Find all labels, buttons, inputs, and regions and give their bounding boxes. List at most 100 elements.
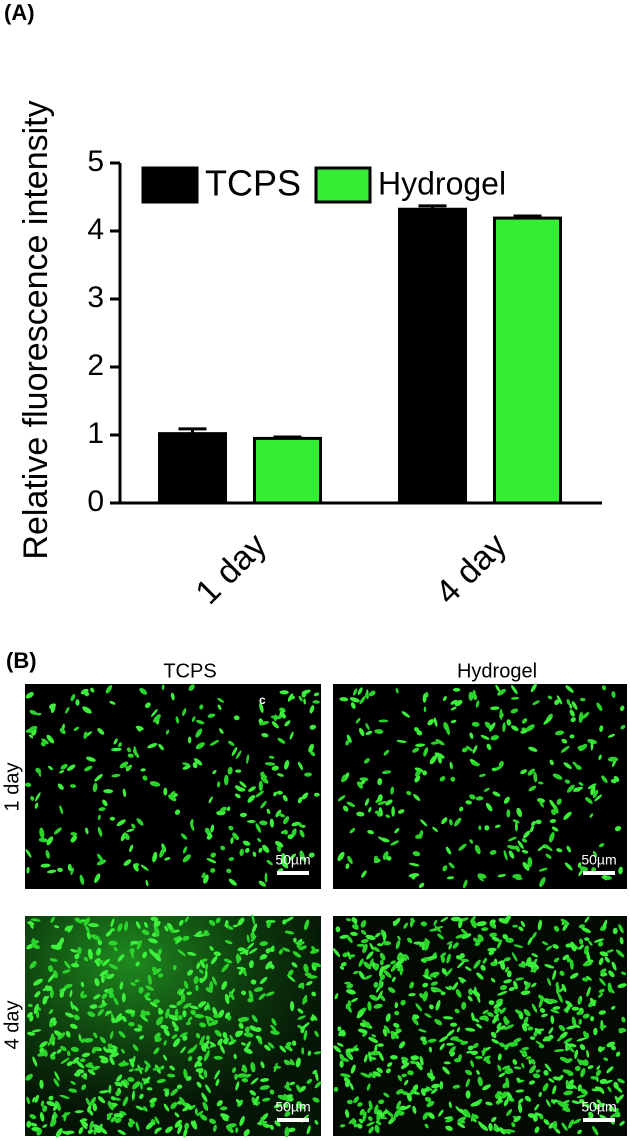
micrograph: 50µm: [25, 914, 322, 1138]
cell: [259, 976, 268, 985]
cell: [53, 827, 62, 835]
cell: [534, 1104, 540, 1111]
cell: [69, 784, 77, 788]
cell: [119, 981, 124, 990]
cell: [506, 809, 511, 818]
cell: [265, 991, 275, 997]
cell: [306, 1078, 313, 1084]
cell: [333, 1086, 339, 1092]
cell: [263, 1123, 271, 1128]
cell: [508, 850, 515, 859]
cell: [199, 977, 204, 984]
cell: [159, 1065, 165, 1070]
cell: [368, 1051, 372, 1063]
cell: [211, 976, 218, 986]
cell: [205, 987, 213, 993]
cell: [243, 948, 249, 956]
cell: [565, 943, 572, 948]
cell: [238, 969, 243, 975]
cell: [195, 742, 205, 750]
cell: [39, 1047, 45, 1054]
cell: [79, 1119, 89, 1127]
cell: [95, 1129, 102, 1133]
cell: [514, 822, 518, 832]
cell: [246, 934, 250, 943]
y-tick-label: 4: [87, 213, 104, 246]
cell: [565, 1000, 573, 1007]
cell: [427, 1112, 435, 1119]
cell: [187, 1056, 193, 1062]
cell: [566, 1025, 577, 1030]
cell: [490, 961, 497, 967]
cell: [449, 1051, 456, 1057]
cell: [427, 955, 438, 960]
cell: [501, 1091, 508, 1099]
cell: [33, 1003, 39, 1014]
cell: [74, 1110, 84, 1114]
cell: [243, 1032, 254, 1038]
cell: [168, 1004, 177, 1009]
cell: [80, 990, 85, 997]
cell: [50, 916, 55, 923]
cell: [168, 1014, 178, 1019]
cell: [496, 1022, 502, 1029]
cell: [584, 945, 589, 955]
x-tick-label: 4 day: [428, 526, 514, 612]
cell: [378, 1099, 385, 1105]
micrograph: 50µm: [332, 915, 627, 1136]
cell: [397, 809, 405, 814]
cell: [541, 1013, 548, 1018]
cell: [139, 1093, 144, 1100]
cell: [561, 738, 568, 744]
cell: [446, 876, 455, 880]
cell: [410, 1055, 419, 1061]
cell: [96, 859, 107, 866]
cell: [46, 869, 57, 874]
cell: [531, 820, 536, 826]
cell: [377, 800, 387, 806]
cell: [459, 806, 464, 812]
cell: [269, 963, 275, 970]
cell: [528, 1080, 536, 1085]
cell: [48, 1009, 54, 1015]
cell: [380, 837, 390, 843]
cell: [598, 957, 604, 966]
cell: [208, 1118, 217, 1124]
cell: [243, 1129, 250, 1137]
cell: [548, 1078, 555, 1083]
cell: [195, 984, 199, 991]
cell: [46, 734, 55, 744]
cell: [378, 978, 383, 989]
cell: [504, 1043, 509, 1051]
cell: [551, 826, 559, 832]
cell: [147, 742, 158, 749]
cell: [235, 750, 242, 760]
cell: [258, 847, 263, 853]
cell: [615, 949, 625, 958]
cell: [518, 926, 524, 932]
cell: [142, 775, 148, 781]
cell: [70, 1080, 76, 1085]
cell: [24, 782, 32, 788]
cell: [575, 764, 582, 770]
cell: [153, 999, 160, 1004]
cell: [222, 1037, 229, 1044]
cell: [215, 1078, 220, 1087]
cell: [513, 944, 524, 948]
cell: [26, 943, 34, 950]
cell: [557, 993, 563, 1003]
cell: [298, 695, 303, 702]
cell: [189, 1005, 199, 1010]
cell: [190, 1044, 198, 1054]
cell: [45, 850, 50, 859]
cell: [221, 963, 230, 973]
cell: [494, 824, 501, 828]
cell: [452, 1084, 461, 1089]
cell: [439, 1081, 444, 1090]
cell: [267, 1042, 275, 1049]
cell: [217, 697, 225, 703]
cell: [511, 685, 518, 695]
cell: [126, 747, 132, 753]
cell: [608, 970, 615, 978]
cell: [357, 1102, 363, 1107]
